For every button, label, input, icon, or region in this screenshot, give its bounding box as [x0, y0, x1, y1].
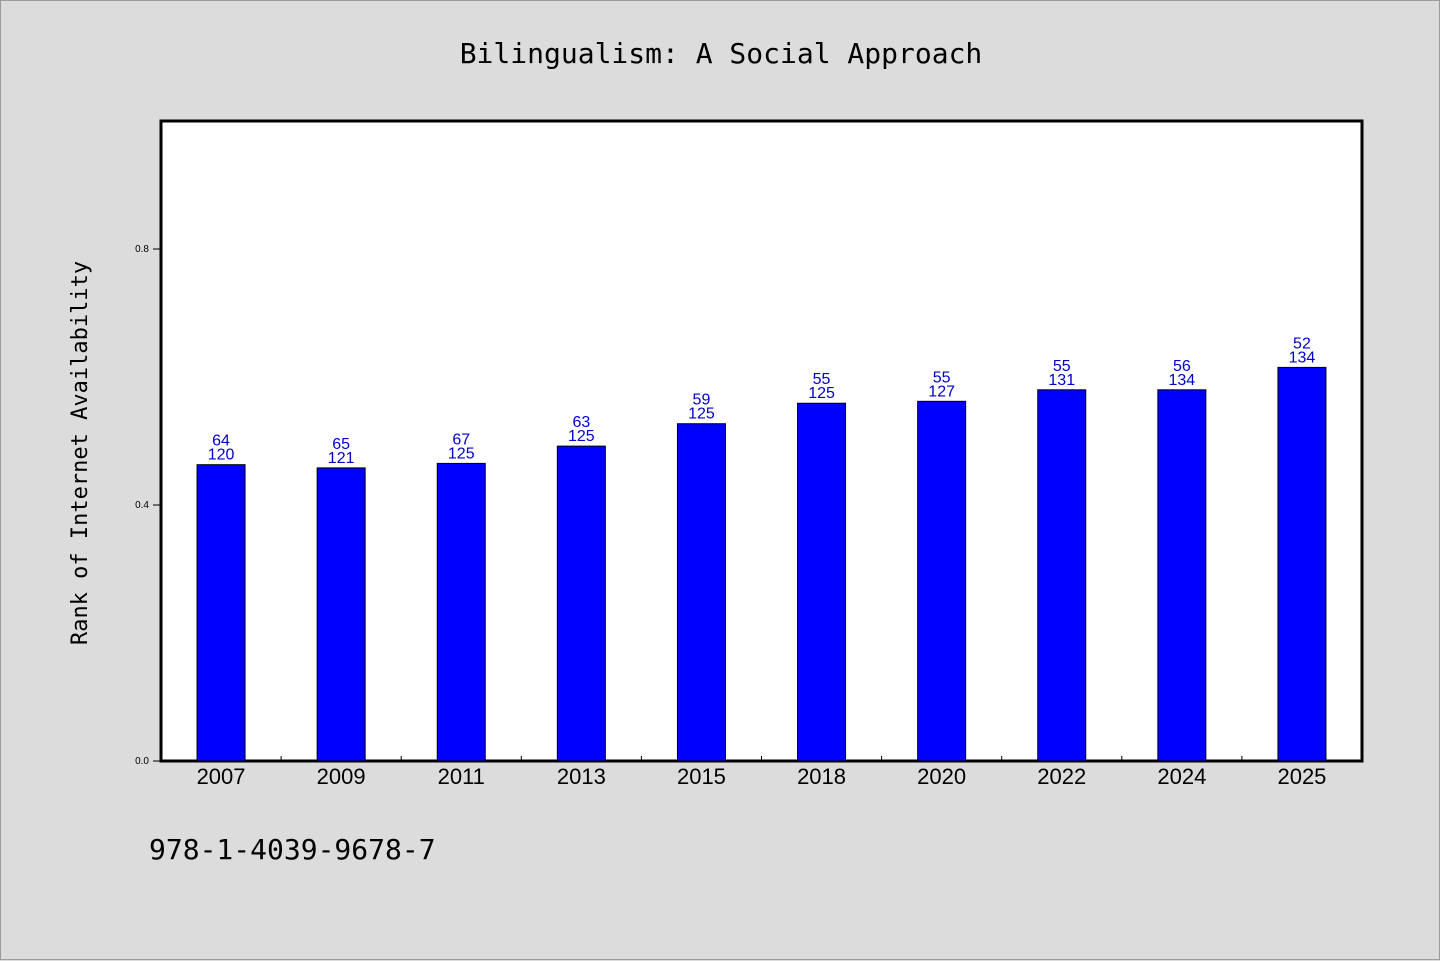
bar-2024	[1157, 389, 1207, 762]
data-label-bottom: 125	[688, 406, 715, 423]
data-label-top: 63	[572, 414, 590, 431]
y-axis-ticks: 0.0 0.4 0.8	[135, 244, 161, 767]
x-tick-label: 2020	[917, 764, 966, 789]
x-tick-label: 2024	[1157, 764, 1206, 789]
bar-2025	[1277, 366, 1327, 762]
chart-title: Bilingualism: A Social Approach	[460, 37, 983, 70]
data-label-bottom: 125	[808, 385, 835, 402]
bar-2022	[1037, 389, 1087, 762]
bar-2015	[676, 423, 726, 762]
bar-series	[196, 366, 1327, 762]
bar-2007	[196, 464, 246, 762]
data-label-top: 56	[1173, 358, 1191, 375]
x-tick-label: 2007	[197, 764, 246, 789]
y-axis-label: Rank of Internet Availability	[68, 261, 93, 645]
bar-2018	[797, 402, 847, 762]
bar-2020	[917, 400, 967, 762]
data-label-top: 55	[813, 371, 831, 388]
data-label-bottom: 131	[1048, 372, 1075, 389]
data-label-top: 67	[452, 431, 470, 448]
data-label-top: 52	[1293, 335, 1311, 352]
data-labels: 6412065121671256312559125551255512755131…	[208, 335, 1316, 466]
data-label-bottom: 134	[1289, 349, 1316, 366]
bar-2011	[436, 462, 486, 762]
data-label-bottom: 125	[448, 445, 475, 462]
data-label-bottom: 121	[328, 450, 355, 467]
data-label-bottom: 125	[568, 428, 595, 445]
x-tick-label: 2025	[1277, 764, 1326, 789]
data-label-bottom: 120	[208, 447, 235, 464]
data-label-top: 64	[212, 433, 230, 450]
data-label-top: 55	[933, 369, 951, 386]
x-tick-label: 2011	[438, 764, 485, 789]
x-tick-label: 2013	[557, 764, 606, 789]
bar-2013	[556, 445, 606, 762]
x-tick-label: 2018	[797, 764, 846, 789]
y-tick-label: 0.4	[135, 500, 149, 511]
y-tick-label: 0.0	[135, 756, 149, 767]
data-label-top: 55	[1053, 358, 1071, 375]
bar-2009	[316, 467, 366, 762]
x-tick-label: 2022	[1037, 764, 1086, 789]
data-label-bottom: 134	[1168, 372, 1195, 389]
isbn-footer: 978-1-4039-9678-7	[149, 833, 436, 866]
x-tick-label: 2015	[677, 764, 726, 789]
x-tick-label: 2009	[317, 764, 366, 789]
y-tick-label: 0.8	[135, 244, 149, 255]
data-label-bottom: 127	[928, 383, 955, 400]
data-label-top: 65	[332, 436, 350, 453]
data-label-top: 59	[693, 392, 711, 409]
x-axis-ticks: 2007 2009 2011 2013 2015 2018 2020 2022 2024 2025	[197, 756, 1326, 789]
